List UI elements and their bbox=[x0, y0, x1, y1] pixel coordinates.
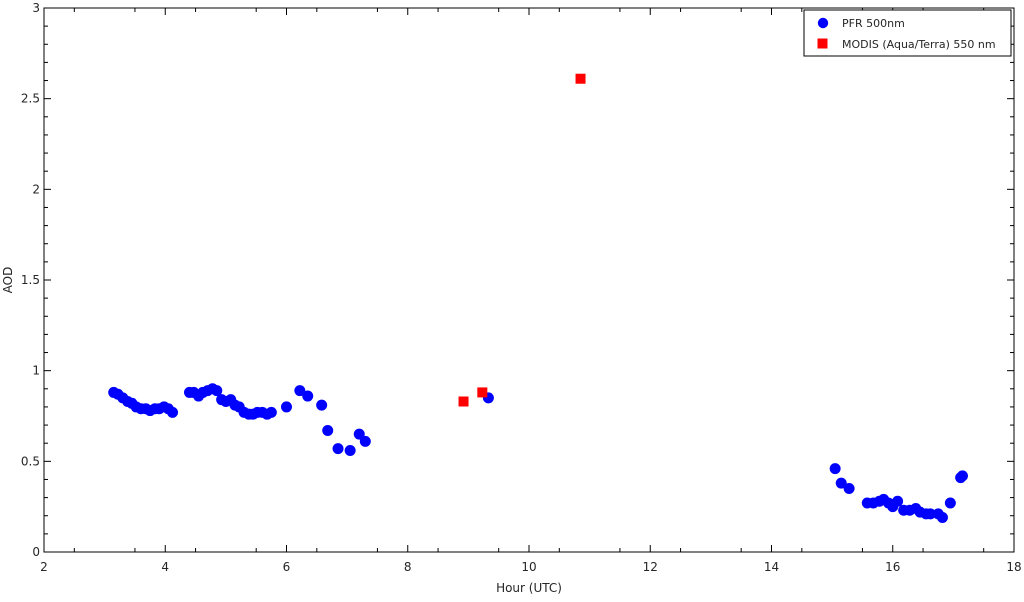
plot-area-background bbox=[44, 8, 1014, 552]
y-tick-label: 1 bbox=[32, 364, 40, 378]
plot-frame bbox=[43, 7, 1015, 553]
pfr-data-point bbox=[294, 385, 306, 397]
pfr-data-point bbox=[344, 444, 356, 456]
legend: PFR 500nm MODIS (Aqua/Terra) 550 nm bbox=[803, 9, 1012, 57]
pfr-data-point bbox=[944, 497, 956, 509]
pfr-data-point bbox=[302, 390, 314, 402]
y-tick-label: 0 bbox=[32, 545, 40, 559]
legend-marker-pfr bbox=[817, 17, 829, 29]
x-tick-label: 6 bbox=[283, 560, 291, 574]
y-tick-label: 3 bbox=[32, 1, 40, 15]
x-tick-label: 10 bbox=[521, 560, 536, 574]
y-tick-label: 0.5 bbox=[21, 454, 40, 468]
pfr-data-point bbox=[956, 470, 968, 482]
x-tick-label: 4 bbox=[161, 560, 169, 574]
x-tick-label: 18 bbox=[1006, 560, 1021, 574]
pfr-data-point bbox=[211, 385, 223, 397]
tick-labels: 2 4 6 8 10 12 14 16 18 0 0.5 1 1.5 2 2.5 3 bbox=[21, 1, 1022, 574]
x-tick-label: 12 bbox=[643, 560, 658, 574]
y-tick-label: 2 bbox=[32, 182, 40, 196]
pfr-data-point bbox=[359, 435, 371, 447]
x-tick-label: 16 bbox=[885, 560, 900, 574]
x-tick-label: 8 bbox=[404, 560, 412, 574]
modis-data-point bbox=[458, 396, 469, 407]
pfr-data-point bbox=[829, 463, 841, 475]
pfr-data-point bbox=[892, 495, 904, 507]
axis-ticks bbox=[43, 7, 1015, 553]
pfr-data-point bbox=[843, 483, 855, 495]
legend-box bbox=[803, 9, 1012, 57]
y-tick-label: 1.5 bbox=[21, 273, 40, 287]
legend-marker-modis bbox=[817, 38, 828, 49]
x-axis-label: Hour (UTC) bbox=[496, 581, 562, 595]
pfr-data-point bbox=[281, 401, 292, 413]
y-axis-label: AOD bbox=[1, 267, 15, 294]
pfr-data-point bbox=[265, 406, 277, 418]
pfr-data-point bbox=[924, 508, 936, 520]
pfr-data-point bbox=[936, 512, 948, 524]
pfr-data-point bbox=[167, 406, 179, 418]
pfr-data-point bbox=[316, 399, 328, 411]
y-tick-label: 2.5 bbox=[21, 92, 40, 106]
x-tick-label: 2 bbox=[40, 560, 48, 574]
x-tick-label: 14 bbox=[764, 560, 779, 574]
pfr-data-point bbox=[322, 425, 334, 437]
pfr-data-point bbox=[332, 443, 344, 455]
modis-data-point bbox=[575, 73, 586, 84]
pfr-data-point bbox=[353, 428, 365, 440]
legend-label-pfr: PFR 500nm bbox=[842, 17, 905, 30]
legend-label-modis: MODIS (Aqua/Terra) 550 nm bbox=[842, 38, 996, 51]
pfr-data-point bbox=[835, 477, 847, 489]
data-points bbox=[108, 73, 968, 524]
modis-data-point bbox=[477, 387, 488, 398]
